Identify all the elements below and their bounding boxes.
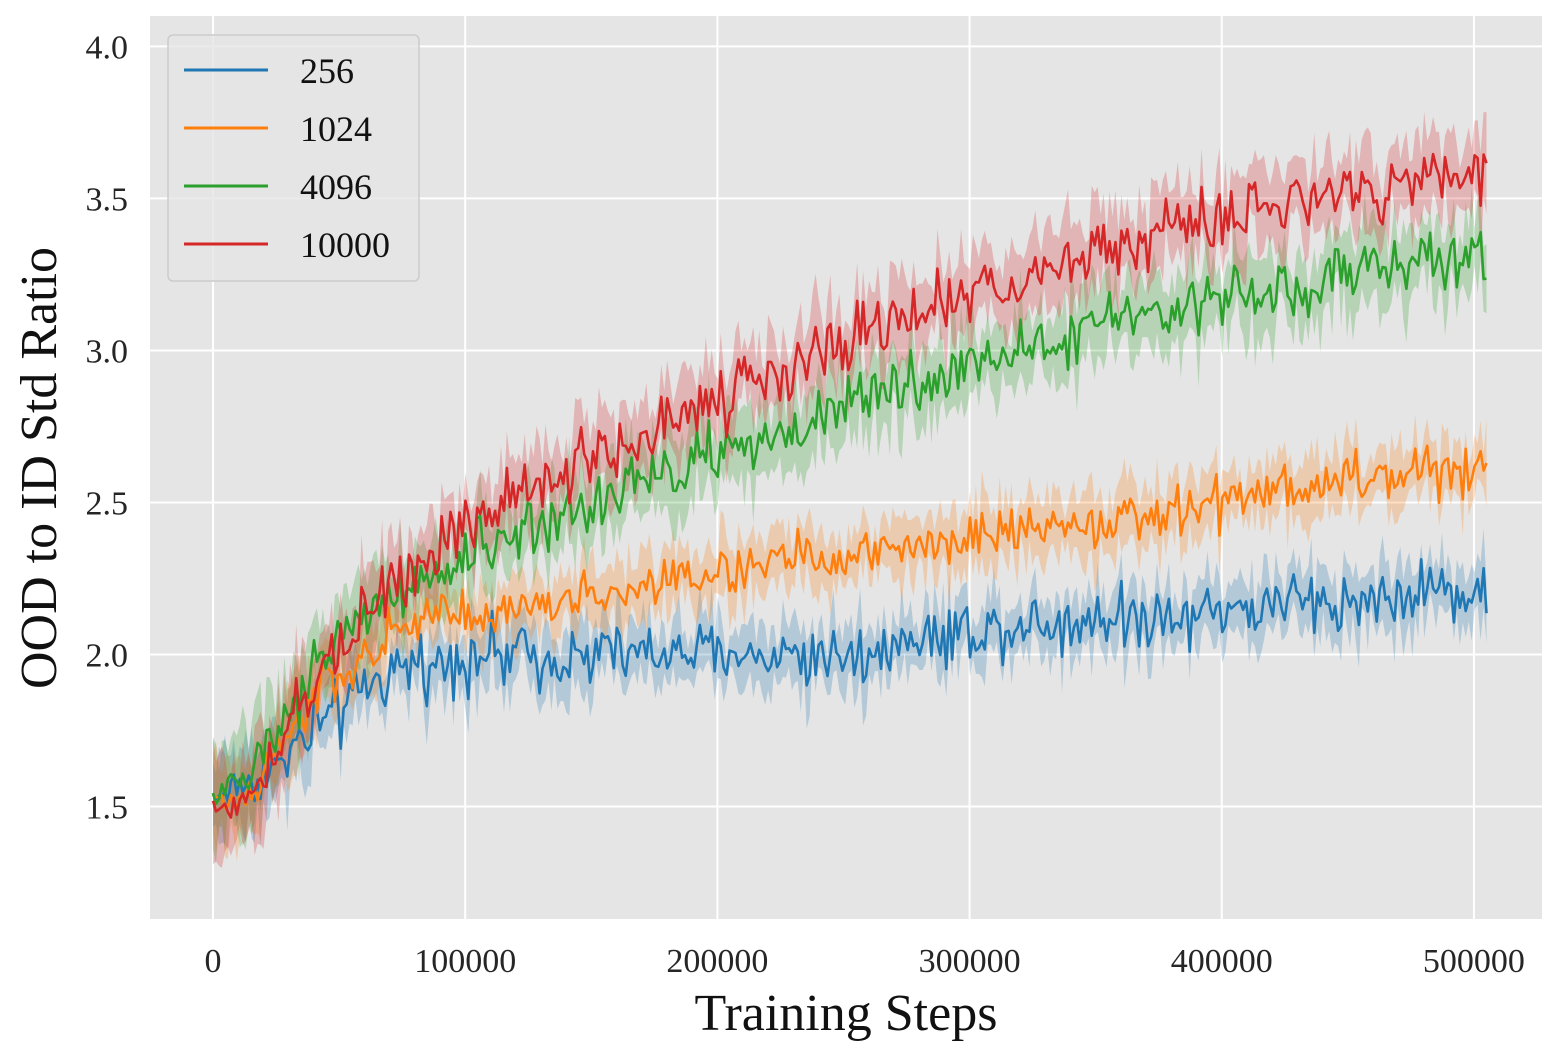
x-tick-label: 400000 [1171, 943, 1273, 980]
legend-label-256: 256 [300, 51, 354, 91]
y-axis-ticks: 1.5 2.0 2.5 3.0 3.5 4.0 [86, 29, 129, 826]
legend-label-10000: 10000 [300, 225, 390, 265]
series-line-1024 [212, 444, 1488, 811]
y-tick-label: 1.5 [86, 790, 129, 827]
x-axis-ticks: 0 100000 200000 300000 400000 500000 [205, 943, 1525, 980]
series-line-256 [211, 558, 1488, 805]
band-1024 [213, 414, 1487, 862]
x-tick-label: 200000 [666, 943, 768, 980]
legend-label-1024: 1024 [300, 109, 372, 149]
y-tick-label: 2.5 [86, 485, 129, 522]
y-axis-title: OOD to ID Std Ratio [11, 247, 68, 689]
y-tick-label: 3.0 [86, 333, 129, 370]
legend: 256 1024 4096 10000 [167, 34, 420, 282]
x-tick-label: 500000 [1423, 943, 1525, 980]
x-tick-label: 0 [205, 943, 222, 980]
band-4096 [213, 186, 1487, 864]
series-lines [211, 152, 1488, 819]
x-axis-title: Training Steps [695, 985, 998, 1042]
legend-items: 256 1024 4096 10000 [184, 51, 390, 265]
y-tick-label: 3.5 [86, 181, 129, 218]
x-tick-label: 300000 [919, 943, 1021, 980]
x-tick-label: 100000 [414, 943, 516, 980]
y-tick-label: 2.0 [86, 637, 129, 674]
legend-label-4096: 4096 [300, 167, 372, 207]
series-line-10000 [211, 152, 1488, 819]
series-line-4096 [211, 230, 1487, 806]
y-tick-label: 4.0 [86, 29, 129, 66]
legend-box [167, 34, 420, 282]
